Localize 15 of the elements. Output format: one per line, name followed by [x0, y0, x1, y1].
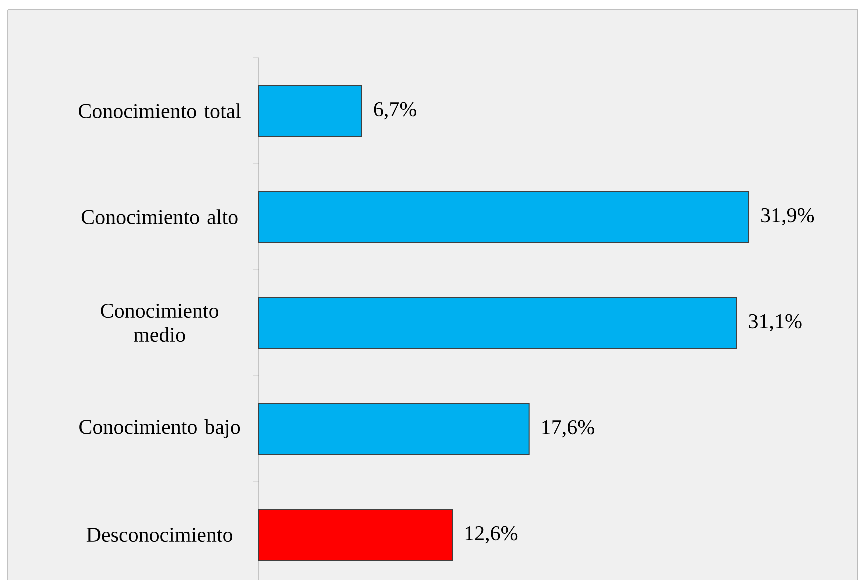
- data-label: 12,6%: [466, 526, 518, 544]
- y-tick-label: Conocimiento total: [79, 104, 242, 118]
- data-label: 6,7%: [374, 102, 416, 120]
- data-label: 31,1%: [749, 314, 802, 332]
- y-tick-label: Desconocimiento: [86, 528, 232, 542]
- data-label: 31,9%: [762, 208, 814, 226]
- data-label: 17,6%: [542, 420, 594, 438]
- bar: [258, 403, 530, 456]
- bar: [258, 509, 454, 562]
- bar: [258, 191, 750, 244]
- bar: [258, 297, 738, 350]
- bar: [258, 85, 362, 138]
- y-tick-label: Conocimiento alto: [82, 210, 238, 224]
- y-tick-label: Conocimiento medio: [101, 304, 219, 342]
- y-tick-label: Conocimiento bajo: [80, 419, 240, 439]
